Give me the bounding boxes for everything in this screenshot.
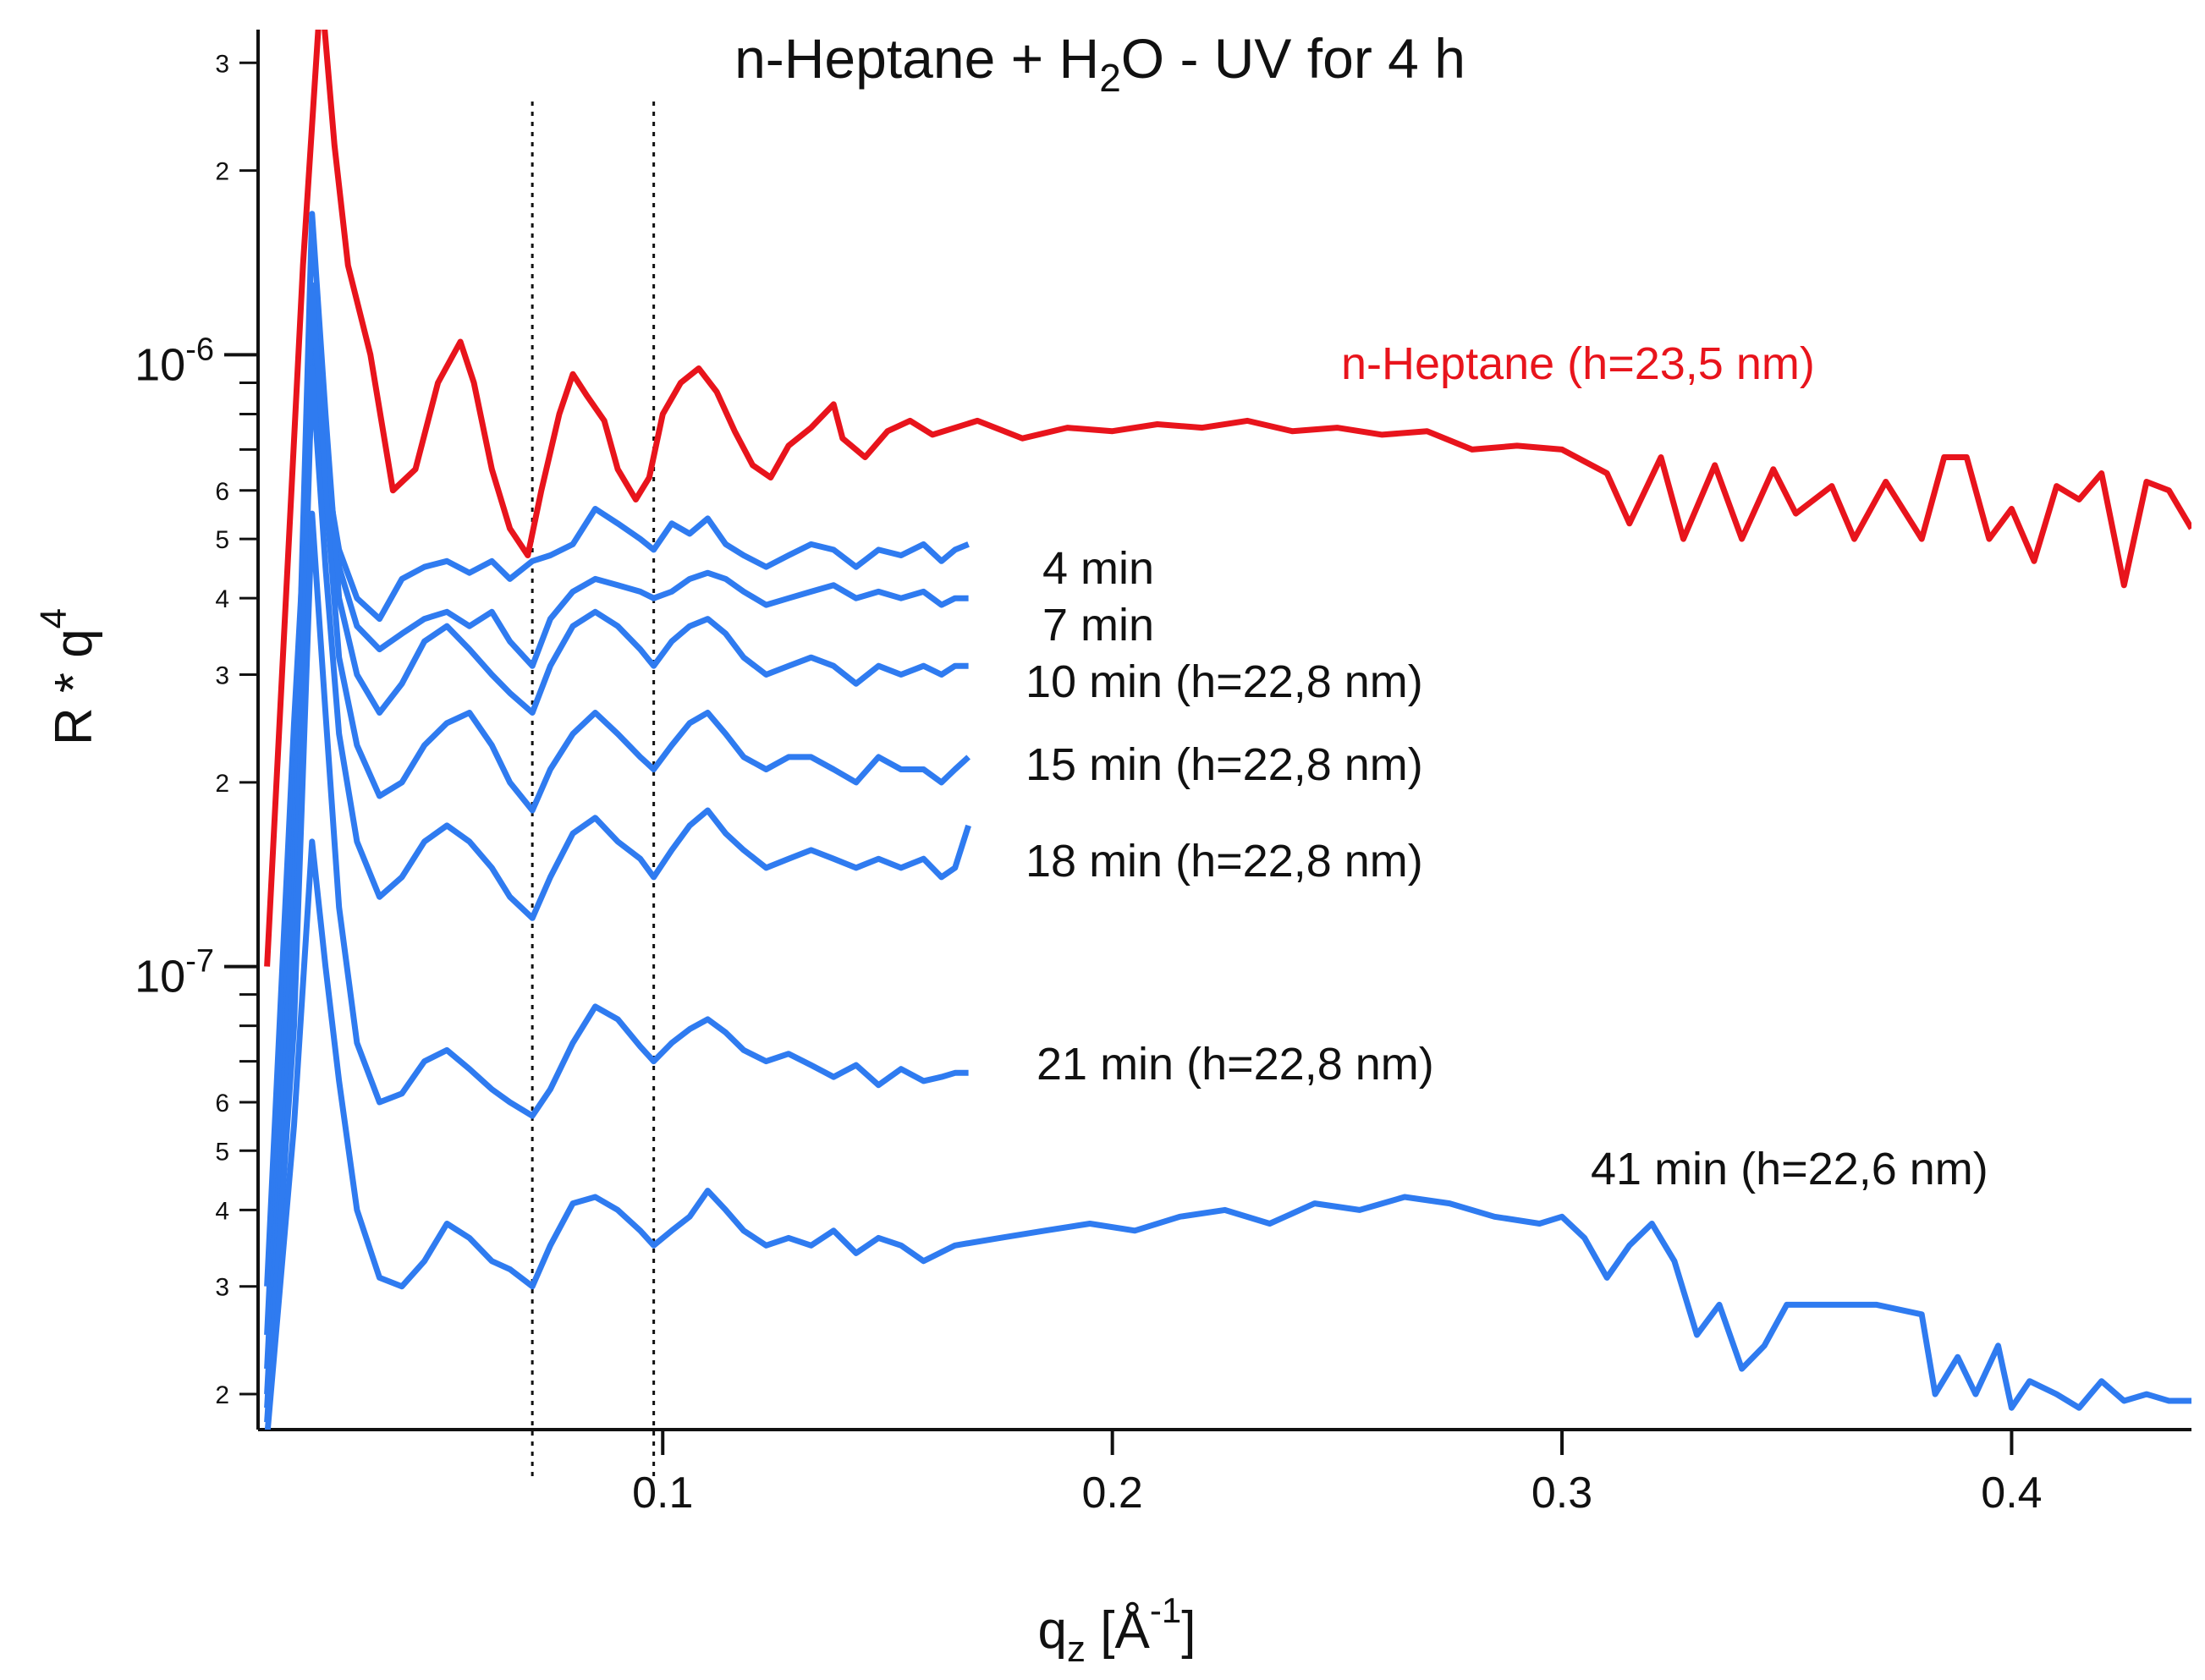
x-axis-label-mid: [Å	[1086, 1601, 1150, 1660]
series-label-0: n-Heptane (h=23,5 nm)	[1341, 338, 1815, 389]
y-minor-tick-label-11: 5	[215, 526, 229, 554]
y-axis-label-base: R * q	[45, 629, 103, 745]
y-minor-tick-label-1: 3	[215, 1274, 229, 1302]
series-line-5	[264, 365, 971, 1408]
y-minor-tick-label-10: 4	[215, 585, 229, 613]
series-label-3: 10 min (h=22,8 nm)	[1026, 656, 1423, 707]
y-minor-tick-label-4: 6	[215, 1090, 229, 1117]
series-line-7	[264, 838, 2191, 1430]
x-axis-label-end: ]	[1181, 1601, 1196, 1660]
x-axis-label-base: q	[1038, 1601, 1067, 1660]
x-axis-label: qz [Å-1]	[1038, 1590, 1196, 1670]
series-line-2	[264, 326, 969, 1336]
x-tick-label-0: 0.1	[632, 1469, 693, 1518]
series-label-4: 15 min (h=22,8 nm)	[1026, 739, 1423, 790]
x-tick-label-3: 0.4	[1981, 1469, 2042, 1518]
y-minor-tick-label-9: 3	[215, 662, 229, 690]
chart-title-subscript: 2	[1099, 56, 1121, 100]
series-label-7: 41 min (h=22,6 nm)	[1591, 1144, 1988, 1194]
x-axis-label-subscript: z	[1067, 1628, 1086, 1670]
x-tick-label-2: 0.3	[1531, 1469, 1592, 1518]
series-label-1: 4 min	[1042, 543, 1154, 594]
y-major-tick-label-0: 10-7	[135, 944, 214, 1002]
chart-title-post: O - UV for 4 h	[1121, 27, 1465, 90]
y-minor-tick-label-16: 2	[215, 158, 229, 186]
series-line-0	[264, 30, 2191, 967]
series-line-3	[264, 211, 969, 1370]
y-axis-label-superscript: 4	[33, 608, 74, 629]
series-line-1	[264, 394, 970, 1287]
plot-area: 2 3 4 5 6 2 3 4 5 6 2 3 10-7 10-6 0.1 0.2 0.3 0.4 n-Heptan…	[135, 30, 2191, 1518]
y-minor-tick-label-17: 3	[215, 50, 229, 78]
chart-title: n-Heptane + H2O - UV for 4 h	[734, 27, 1465, 100]
y-minor-tick-label-0: 2	[215, 1381, 229, 1409]
x-tick-label-1: 0.2	[1082, 1469, 1143, 1518]
y-minor-tick-label-12: 6	[215, 478, 229, 506]
series-line-4	[264, 282, 971, 1395]
chart-title-pre: n-Heptane + H	[734, 27, 1099, 90]
y-major-tick-label-1: 10-6	[135, 332, 214, 390]
series-line-6	[264, 510, 969, 1423]
series-label-2: 7 min	[1042, 600, 1154, 651]
y-minor-tick-label-8: 2	[215, 770, 229, 798]
x-axis-label-superscript: -1	[1150, 1590, 1181, 1630]
y-minor-tick-label-3: 5	[215, 1138, 229, 1166]
series-label-5: 18 min (h=22,8 nm)	[1026, 836, 1423, 887]
y-axis-label: R * q4	[33, 608, 103, 745]
series-label-6: 21 min (h=22,8 nm)	[1037, 1039, 1434, 1090]
y-minor-tick-label-2: 4	[215, 1197, 229, 1225]
